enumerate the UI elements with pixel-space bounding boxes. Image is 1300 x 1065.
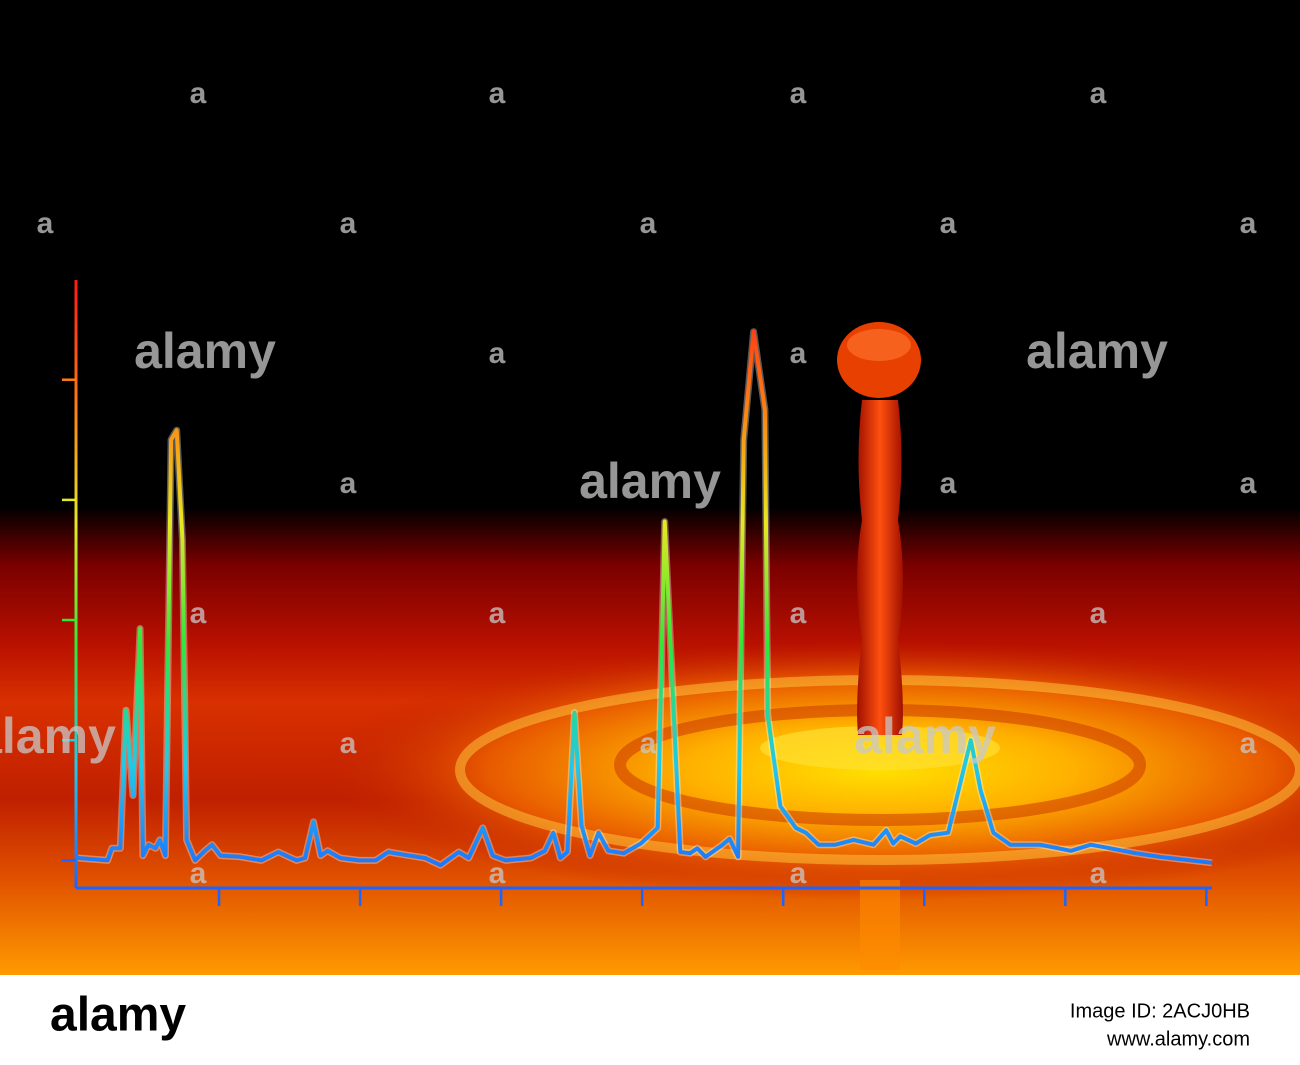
watermark-letter: a <box>489 337 506 370</box>
watermark-letter: a <box>1240 727 1257 760</box>
watermark-letter: a <box>790 857 807 890</box>
watermark-logo: alamy <box>1026 323 1168 379</box>
watermark-logo: alamy <box>579 453 721 509</box>
watermark-letter: a <box>190 857 207 890</box>
url: www.alamy.com <box>1106 1028 1250 1050</box>
watermark-letter: a <box>790 597 807 630</box>
watermark-letter: a <box>640 727 657 760</box>
watermark-letter: a <box>340 467 357 500</box>
watermark-letter: a <box>1240 207 1257 240</box>
watermark-letter: a <box>940 467 957 500</box>
watermark-letter: a <box>940 207 957 240</box>
series-line <box>77 329 1213 868</box>
chart <box>62 280 1213 906</box>
watermark-letter: a <box>640 207 657 240</box>
watermark-letter: a <box>1240 467 1257 500</box>
watermark-letter: a <box>489 857 506 890</box>
ripple <box>320 640 1300 900</box>
footer <box>0 975 1300 1065</box>
watermark-letter: a <box>1090 857 1107 890</box>
watermark-letter: a <box>790 337 807 370</box>
watermark-letter: a <box>489 77 506 110</box>
watermarks: alamy alamy alamy alamy alamy a a a a a a a a a a a a a a a… <box>0 77 1257 890</box>
watermark-letter: a <box>489 597 506 630</box>
drop-highlight <box>847 329 911 361</box>
watermark-letter: a <box>340 727 357 760</box>
watermark-letter: a <box>190 77 207 110</box>
ripple-core <box>760 726 1000 770</box>
drop-column <box>857 400 903 735</box>
watermark-logo: alamy <box>134 323 276 379</box>
watermark-letter: a <box>190 597 207 630</box>
watermark-logo: alamy <box>854 708 996 764</box>
footer-logo: alamy <box>50 989 186 1042</box>
watermark-letter: a <box>340 207 357 240</box>
watermark-logo: alamy <box>0 708 116 764</box>
watermark-letter: a <box>1090 77 1107 110</box>
reflection <box>860 880 900 970</box>
watermark-letter: a <box>790 77 807 110</box>
image-id: Image ID: 2ACJ0HB <box>1070 1000 1250 1022</box>
watermark-letter: a <box>1090 597 1107 630</box>
watermark-letter: a <box>37 207 54 240</box>
